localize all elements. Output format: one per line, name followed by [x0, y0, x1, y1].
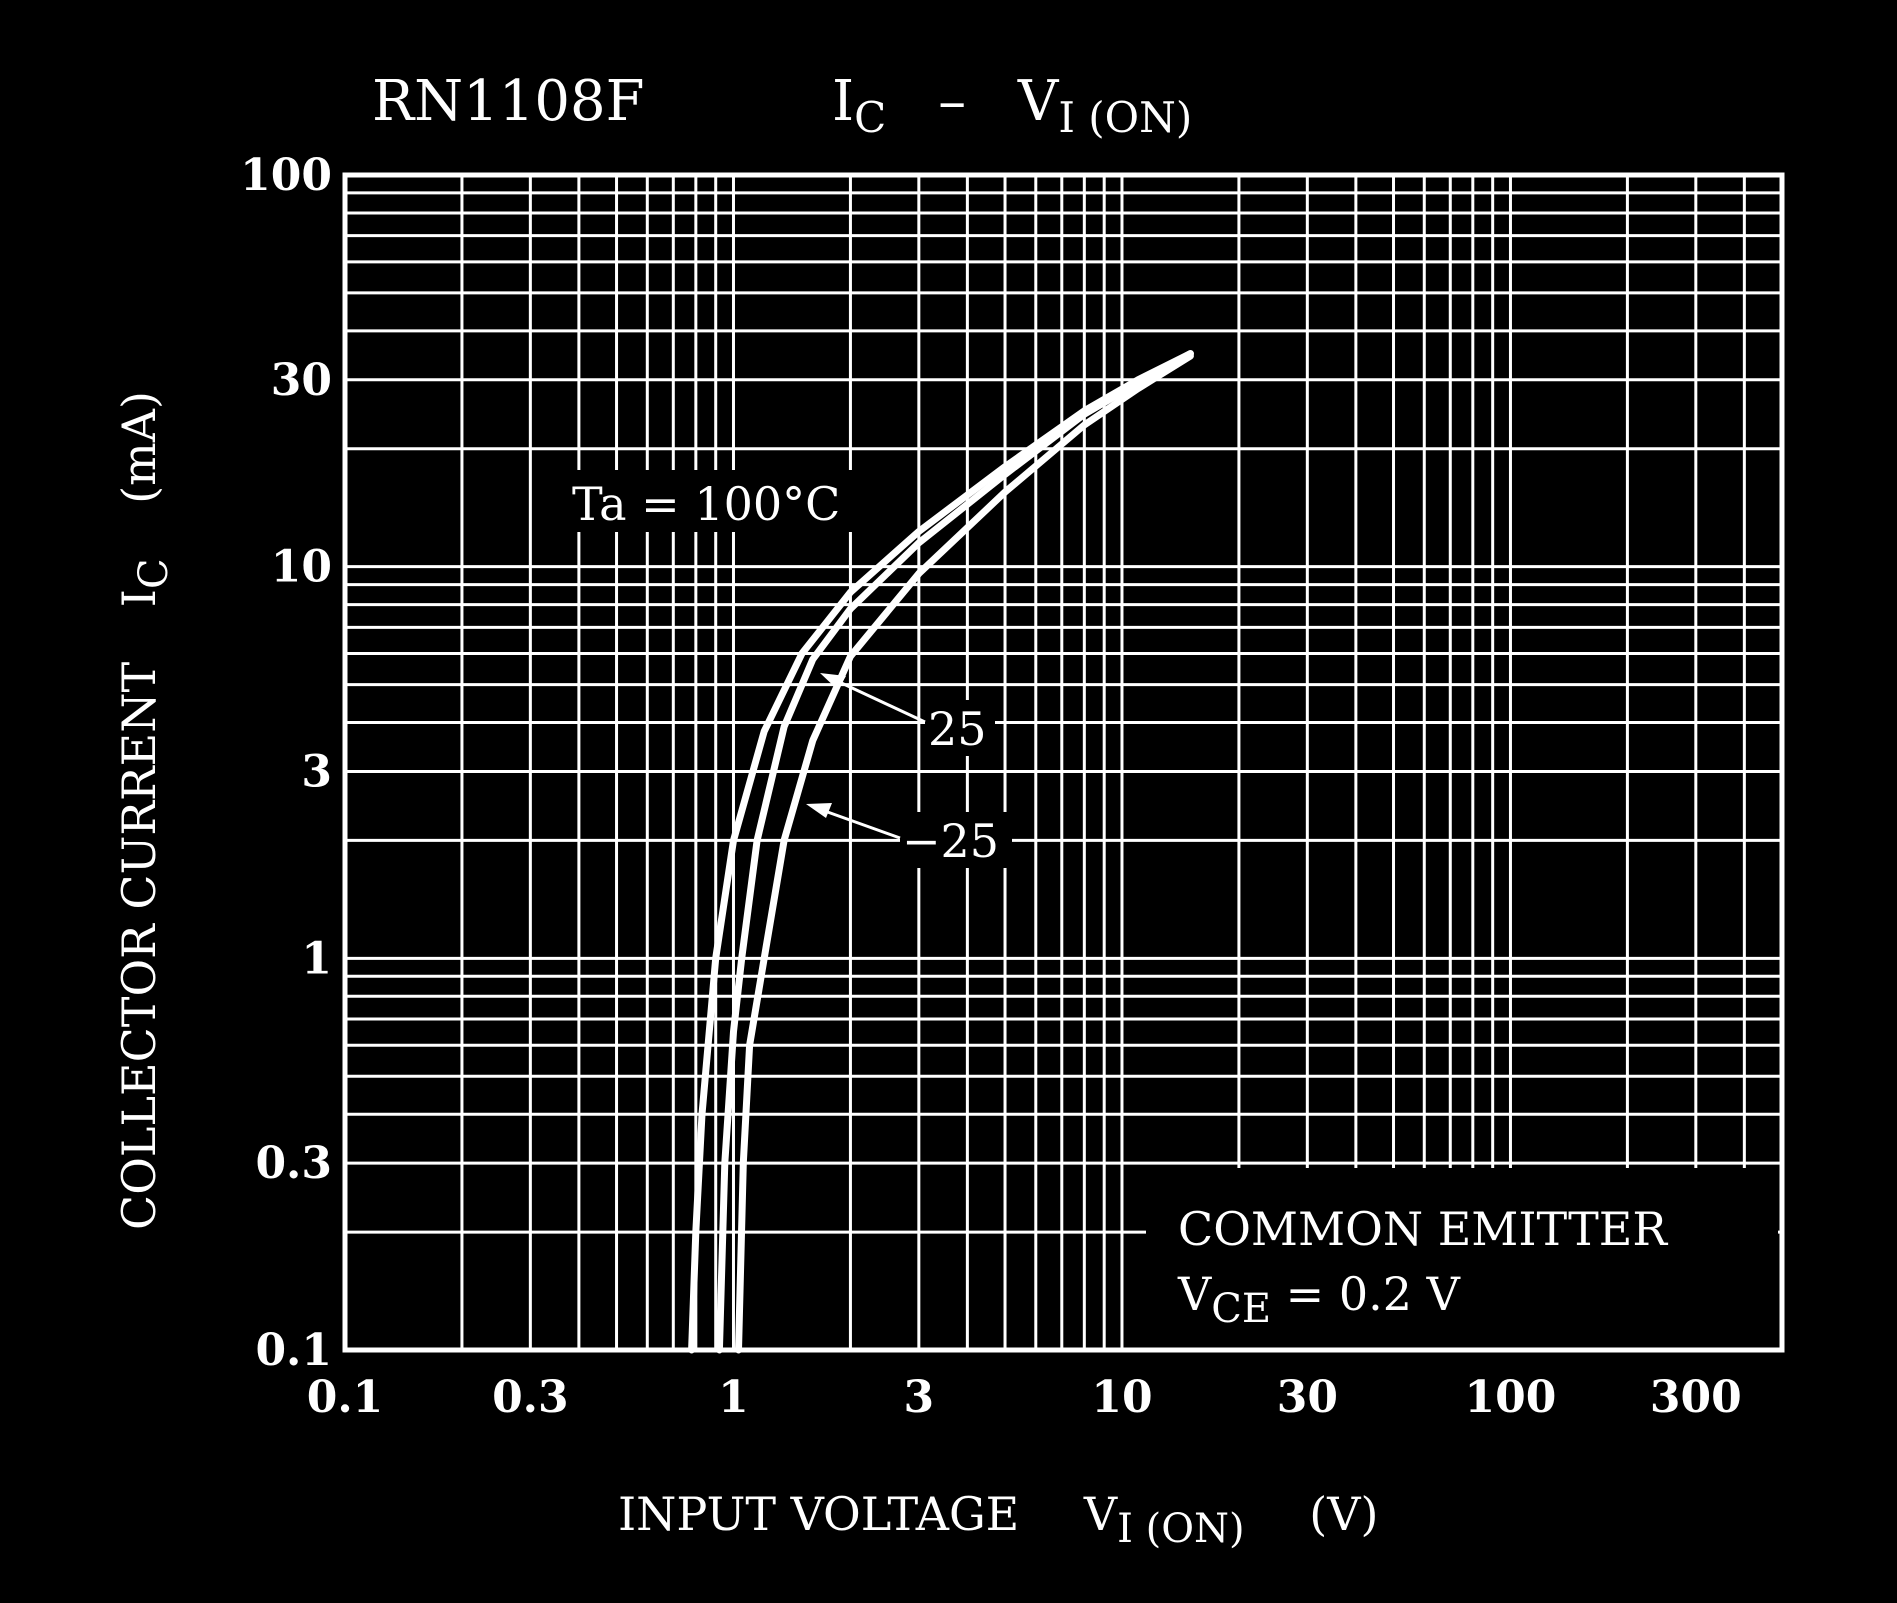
label-m25-bg	[900, 812, 1012, 868]
plot-frame	[342, 172, 1785, 1353]
ta-label: Ta = 100°C	[572, 477, 840, 531]
arrow-m25-head	[806, 803, 832, 818]
curve-layer	[688, 350, 1194, 1354]
x-axis-label-text: INPUT VOLTAGE	[618, 1487, 1019, 1541]
x-tick-label: 10	[1091, 1372, 1152, 1423]
condition-box-bg	[1146, 1168, 1778, 1348]
x-tick-label: 0.1	[307, 1372, 384, 1423]
x-axis-sub: I (ON)	[1117, 1506, 1245, 1552]
x-axis-symbol: V	[1083, 1487, 1118, 1541]
condition-v-sub: CE	[1211, 1286, 1271, 1332]
x-tick-label: 3	[904, 1372, 935, 1423]
x-axis-label: INPUT VOLTAGE VI (ON) (V)	[618, 1487, 1378, 1553]
arrow-25-line	[834, 678, 926, 724]
condition-v-symbol: V	[1177, 1267, 1212, 1321]
y-tick-label: 100	[240, 150, 332, 201]
series-curve-2	[715, 350, 1194, 1354]
condition-line-1: COMMON EMITTER	[1178, 1202, 1668, 1256]
series-curve-3	[735, 352, 1194, 1354]
y-tick-label: 10	[271, 542, 332, 593]
y-axis-label-text: COLLECTOR CURRENT	[112, 662, 166, 1230]
tick-layer: 0.1 0.3 1 3 10 30 100 300 0.1 0.3 1 3 10 30 100	[240, 150, 1742, 1423]
label-m25: −25	[902, 814, 999, 868]
x-tick-label: 300	[1650, 1372, 1742, 1423]
condition-line-2: VCE = 0.2 V	[1177, 1267, 1461, 1332]
y-tick-label: 30	[271, 355, 332, 406]
y-tick-label: 0.3	[255, 1138, 332, 1189]
label-25: 25	[928, 702, 987, 756]
y-axis-label: COLLECTOR CURRENT IC (mA)	[112, 391, 178, 1230]
chart-title-part-number: RN1108F	[372, 69, 645, 134]
y-tick-label: 1	[301, 933, 332, 984]
arrow-25-head	[820, 673, 846, 690]
y-axis-unit: (mA)	[112, 391, 166, 504]
y-axis-sub: C	[131, 558, 177, 589]
ta-label-bg	[566, 470, 866, 532]
y-tick-label: 0.1	[255, 1325, 332, 1376]
title-v-symbol: V	[1017, 69, 1060, 134]
title-ic-sub: C	[854, 93, 886, 142]
title-dash: –	[938, 69, 966, 134]
arrow-m25-line	[821, 808, 901, 840]
condition-value: = 0.2 V	[1271, 1267, 1461, 1321]
label-25-bg	[925, 700, 995, 756]
y-axis-symbol: I	[112, 589, 166, 607]
title-ic-symbol: I	[832, 69, 854, 134]
grid-layer	[345, 175, 1782, 1350]
x-tick-label: 1	[718, 1372, 749, 1423]
y-tick-label: 3	[301, 746, 332, 797]
x-tick-label: 100	[1465, 1372, 1557, 1423]
x-tick-label: 30	[1277, 1372, 1338, 1423]
x-tick-label: 0.3	[492, 1372, 569, 1423]
chart-title-main: IC – VI (ON)	[832, 69, 1192, 146]
x-axis-unit: (V)	[1309, 1487, 1378, 1541]
title-v-sub: I (ON)	[1058, 93, 1192, 142]
